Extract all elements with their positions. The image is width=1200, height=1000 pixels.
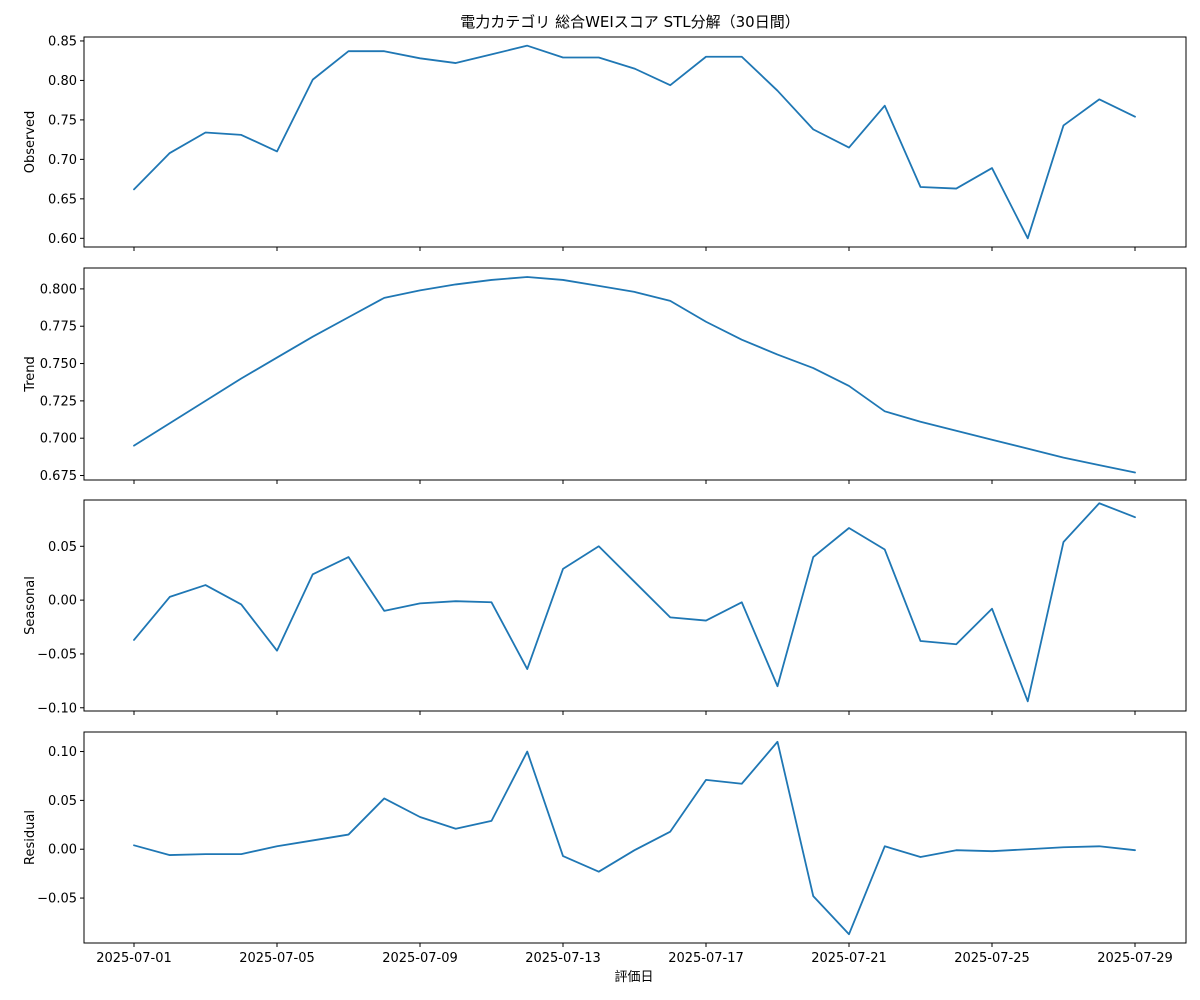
y-axis-label-observed: Observed [23, 111, 38, 174]
y-tick-label-observed: 0.85 [48, 34, 77, 49]
panel-frame-seasonal [83, 499, 1187, 712]
y-tick-label-residual: 0.05 [48, 794, 77, 809]
y-tick-label-seasonal: 0.00 [48, 594, 77, 609]
panel-frame-trend [83, 267, 1187, 481]
series-line-observed [133, 44, 1136, 240]
y-tick-label-seasonal: −0.10 [37, 701, 77, 716]
x-tick-label: 2025-07-17 [668, 951, 744, 966]
y-tick-label-trend: 0.725 [40, 394, 77, 409]
y-axis-label-residual: Residual [23, 810, 38, 865]
x-tick-label: 2025-07-25 [954, 951, 1030, 966]
x-tick-label: 2025-07-29 [1097, 951, 1173, 966]
panel-observed: 0.60 0.65 0.70 0.75 0.80 0.85 Observed [23, 34, 1187, 251]
x-tick-label: 2025-07-05 [239, 951, 315, 966]
y-tick-label-observed: 0.60 [48, 232, 77, 247]
x-tick-label: 2025-07-13 [525, 951, 601, 966]
panel-seasonal: −0.10 −0.05 0.00 0.05 Seasonal [23, 499, 1187, 716]
y-axis-label-trend: Trend [23, 356, 38, 393]
y-tick-label-observed: 0.75 [48, 113, 77, 128]
y-tick-label-trend: 0.800 [40, 282, 77, 297]
x-tick-label: 2025-07-09 [382, 951, 458, 966]
y-tick-label-residual: 0.00 [48, 843, 77, 858]
y-tick-label-trend: 0.700 [40, 432, 77, 447]
y-tick-label-observed: 0.80 [48, 74, 77, 89]
y-tick-label-trend: 0.675 [40, 469, 77, 484]
panel-trend: 0.675 0.700 0.725 0.750 0.775 0.800 Trend [23, 267, 1187, 484]
panel-frame-observed [83, 36, 1187, 248]
series-line-seasonal [133, 502, 1136, 703]
x-tick-label: 2025-07-01 [96, 951, 172, 966]
panels: 0.60 0.65 0.70 0.75 0.80 0.85 Observed 0.675 0.7… [23, 34, 1187, 966]
y-tick-label-observed: 0.65 [48, 192, 77, 207]
y-tick-label-seasonal: −0.05 [37, 647, 77, 662]
y-tick-label-residual: −0.05 [37, 892, 77, 907]
y-tick-label-residual: 0.10 [48, 745, 77, 760]
series-line-residual [133, 740, 1136, 936]
x-tick-label: 2025-07-21 [811, 951, 887, 966]
y-axis-label-seasonal: Seasonal [23, 576, 38, 635]
chart-title: 電力カテゴリ 総合WEIスコア STL分解（30日間） [460, 13, 799, 31]
y-tick-label-observed: 0.70 [48, 153, 77, 168]
y-tick-label-seasonal: 0.05 [48, 540, 77, 555]
series-line-trend [133, 276, 1136, 474]
panel-residual: −0.05 0.00 0.05 0.10 2025-07-01 2025-07-05 202… [23, 731, 1187, 966]
x-axis-label: 評価日 [614, 970, 653, 985]
y-tick-label-trend: 0.775 [40, 320, 77, 335]
y-tick-label-trend: 0.750 [40, 357, 77, 372]
panel-frame-residual [83, 731, 1187, 944]
